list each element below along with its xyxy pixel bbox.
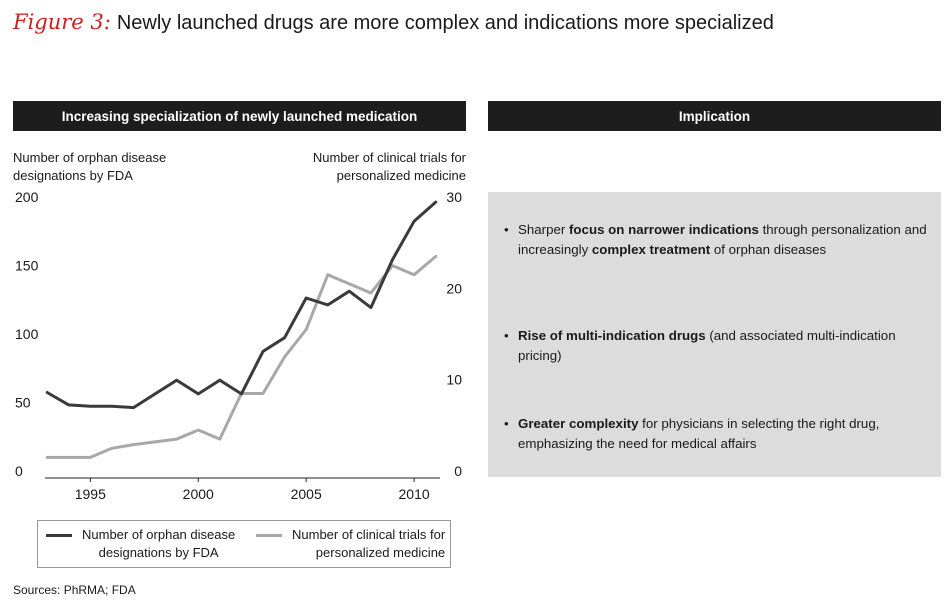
bullet-dot-icon: • (504, 222, 509, 237)
left-y-tick-label: 50 (15, 395, 31, 411)
implication-bullet-3: • Greater complexity for physicians in se… (504, 416, 880, 451)
legend-orphan-line1: Number of orphan disease (82, 527, 236, 542)
implication-bullet-2: • Rise of multi-indication drugs (and ass… (504, 328, 896, 363)
right-y-tick-label: 30 (446, 189, 462, 205)
left-y-tick-label: 0 (15, 463, 23, 479)
right-axis-label-line2: personalized medicine (336, 168, 466, 183)
left-y-tick-label: 150 (15, 258, 39, 274)
legend-item-trials: Number of clinical trials for personaliz… (256, 526, 445, 562)
left-axis-label-line2: designations by FDA (13, 168, 133, 183)
figure-title-text: Newly launched drugs are more complex an… (116, 12, 774, 34)
series-line-orphan-designations (45, 200, 438, 410)
left-y-tick-label: 100 (15, 326, 39, 342)
figure-title: Figure 3: Newly launched drugs are more c… (13, 10, 774, 35)
right-axis-label: Number of clinical trials for personaliz… (313, 149, 466, 185)
legend-trials-line2: personalized medicine (315, 545, 446, 560)
series-line-personalized-trials (45, 255, 438, 459)
bullet-dot-icon: • (504, 328, 509, 343)
right-axis-label-line1: Number of clinical trials for (312, 150, 466, 165)
right-y-tick-label: 0 (454, 463, 462, 479)
right-y-tick-label: 10 (446, 372, 462, 388)
x-tick-label: 2000 (183, 486, 214, 502)
sources-note: Sources: PhRMA; FDA (13, 583, 136, 597)
figure-label: Figure 3: (13, 10, 111, 34)
left-y-tick-label: 200 (15, 189, 39, 205)
x-tick-label: 2005 (291, 486, 322, 502)
bullet-dot-icon: • (504, 416, 509, 431)
chart-legend: Number of orphan disease designations by… (37, 520, 451, 568)
x-tick-label: 2010 (399, 486, 430, 502)
legend-orphan-line2: designations by FDA (98, 545, 219, 560)
implication-panel-header: Implication (488, 101, 941, 131)
implication-bullet-1: • Sharper focus on narrower indications t… (504, 222, 927, 257)
right-y-tick-label: 20 (446, 280, 462, 296)
legend-swatch-trials (256, 534, 282, 537)
chart-panel-header: Increasing specialization of newly launc… (13, 101, 466, 131)
left-axis-label-line1: Number of orphan disease (13, 150, 167, 165)
x-tick-label: 1995 (75, 486, 106, 502)
legend-item-orphan: Number of orphan disease designations by… (46, 526, 235, 562)
legend-trials-line1: Number of clinical trials for (292, 527, 446, 542)
chart-series (45, 200, 438, 459)
left-axis-label: Number of orphan disease designations by… (13, 149, 166, 185)
implication-box: • Sharper focus on narrower indications t… (488, 192, 941, 477)
legend-swatch-orphan (46, 534, 72, 537)
